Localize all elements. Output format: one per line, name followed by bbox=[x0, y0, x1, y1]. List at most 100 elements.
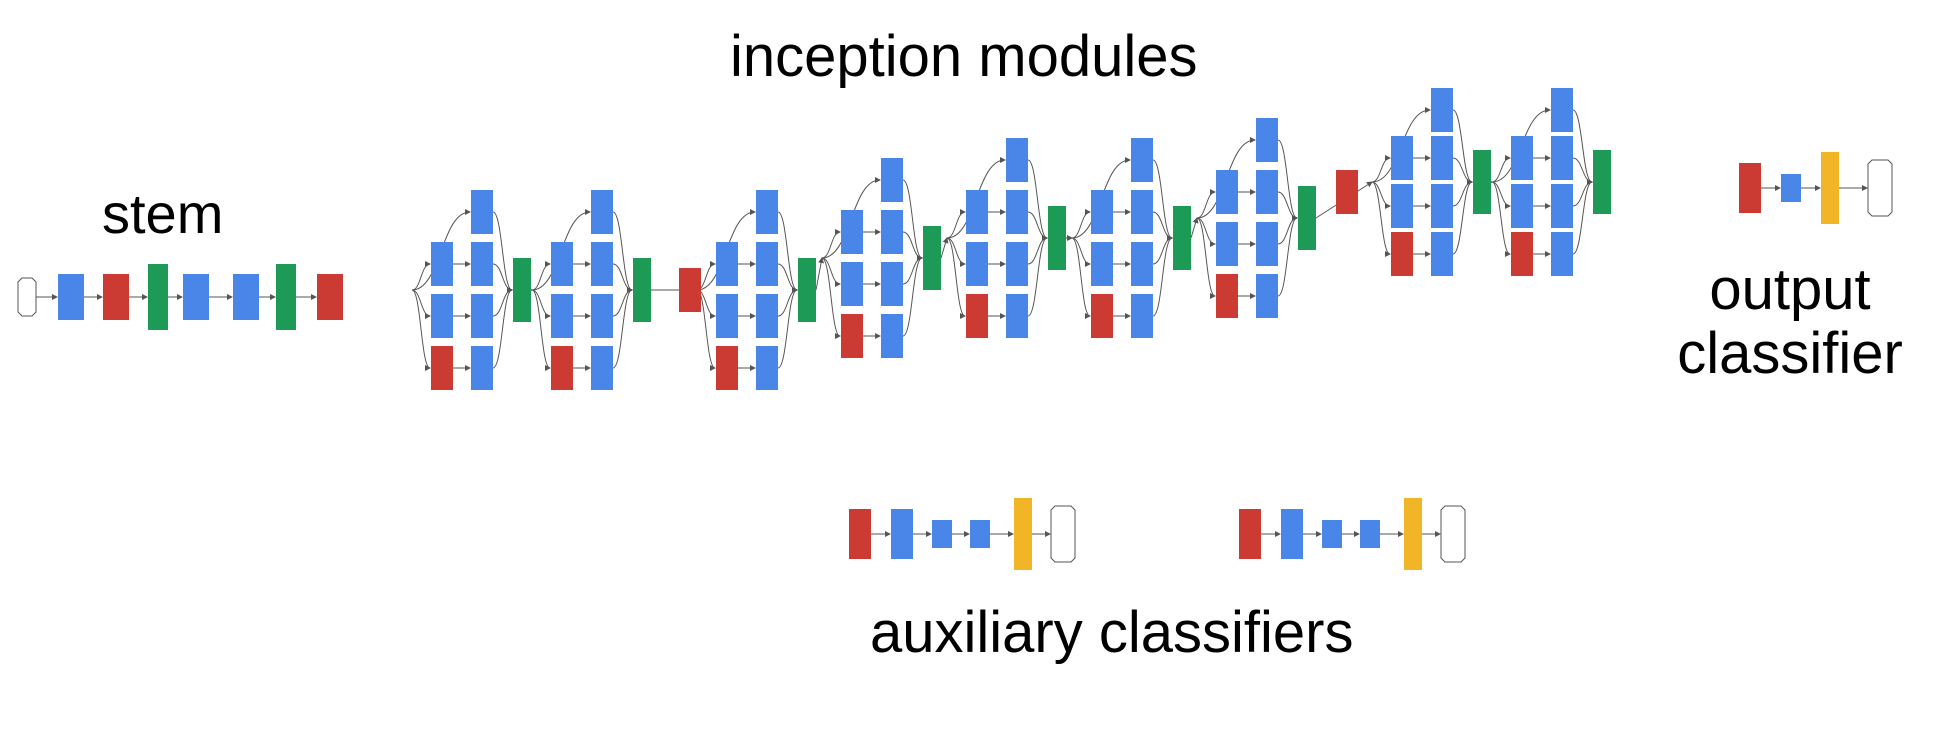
inception-2-conv-5x5-reduce bbox=[551, 294, 573, 338]
inception-1-conv-5x5-reduce bbox=[431, 294, 453, 338]
inception-5-conv-3x3 bbox=[1006, 190, 1028, 234]
inception-5-pool-proj bbox=[1006, 294, 1028, 338]
inception-5-maxpool bbox=[966, 294, 988, 338]
edge bbox=[1491, 155, 1511, 183]
inception-3-pool-proj bbox=[756, 346, 778, 390]
aux-1-fc-node bbox=[970, 520, 990, 548]
output-softmax-node bbox=[1867, 159, 1893, 217]
inception-8-conv-5x5-reduce bbox=[1391, 184, 1413, 228]
diagram-edges bbox=[36, 107, 1868, 537]
inception-3-conv-3x3 bbox=[756, 242, 778, 286]
inception-3-maxpool bbox=[716, 346, 738, 390]
edge bbox=[411, 261, 431, 291]
edge bbox=[777, 263, 798, 293]
edge bbox=[1027, 211, 1048, 241]
edge bbox=[821, 229, 841, 259]
module-link bbox=[1190, 217, 1199, 239]
aux-1-fc-node bbox=[932, 520, 952, 548]
edge bbox=[1027, 235, 1048, 265]
stem-conv-node-4 bbox=[183, 274, 209, 320]
inception-6-conv-5x5-reduce bbox=[1091, 242, 1113, 286]
edge bbox=[492, 287, 513, 317]
stem-norm-node-3 bbox=[148, 264, 168, 330]
edge bbox=[777, 287, 798, 317]
output-fc-node bbox=[1781, 174, 1801, 202]
aux-2-fc-node bbox=[1322, 520, 1342, 548]
inception-8-conv-3x3-reduce bbox=[1391, 136, 1413, 180]
inception-3-conv-3x3-reduce bbox=[716, 242, 738, 286]
inception-8-conv-3x3 bbox=[1431, 136, 1453, 180]
inception-5-conv-5x5-reduce bbox=[966, 242, 988, 286]
aux-2-pool-node bbox=[1239, 509, 1261, 559]
edge bbox=[1152, 235, 1173, 265]
edge bbox=[1152, 235, 1173, 317]
inception-4-conv-5x5-reduce bbox=[841, 262, 863, 306]
output-label-line1: output bbox=[1709, 257, 1871, 322]
aux-2-softmax-activation bbox=[1404, 498, 1422, 570]
module-link bbox=[940, 237, 949, 259]
edge bbox=[1491, 181, 1511, 257]
inception-7-depthconcat bbox=[1298, 186, 1316, 250]
inception-1-depthconcat bbox=[513, 258, 531, 322]
inception-4-depthconcat bbox=[923, 226, 941, 290]
inception-1-conv-3x3-reduce bbox=[431, 242, 453, 286]
edge bbox=[531, 261, 551, 291]
stem-conv-node-5 bbox=[233, 274, 259, 320]
module-link bbox=[815, 257, 825, 291]
inception-4-conv-1x1 bbox=[881, 158, 903, 202]
inception-6-maxpool bbox=[1091, 294, 1113, 338]
inception-4-conv-3x3 bbox=[881, 210, 903, 254]
inception-9-conv-5x5-reduce bbox=[1511, 184, 1533, 228]
edge bbox=[1277, 215, 1298, 245]
edge bbox=[1071, 209, 1091, 239]
edge bbox=[1371, 155, 1391, 183]
edge bbox=[1196, 189, 1216, 219]
edge bbox=[946, 237, 966, 319]
inception-modules-label: inception modules bbox=[730, 24, 1198, 89]
edge bbox=[1572, 179, 1593, 255]
edge bbox=[492, 287, 513, 369]
inception-9-depthconcat bbox=[1593, 150, 1611, 214]
inception-4-conv-5x5 bbox=[881, 262, 903, 306]
inception-3-conv-5x5-reduce bbox=[716, 294, 738, 338]
edge bbox=[902, 255, 923, 285]
inception-7-conv-3x3-reduce bbox=[1216, 170, 1238, 214]
output-pool-node bbox=[1739, 163, 1761, 213]
edge bbox=[1452, 179, 1473, 255]
inception-7-maxpool bbox=[1216, 274, 1238, 318]
stage-maxpool-2 bbox=[1336, 170, 1358, 214]
inception-7-conv-5x5 bbox=[1256, 222, 1278, 266]
inception-2-conv-3x3 bbox=[591, 242, 613, 286]
inception-2-pool-proj bbox=[591, 346, 613, 390]
inception-4-conv-3x3-reduce bbox=[841, 210, 863, 254]
stem-label: stem bbox=[102, 182, 224, 245]
output-label-line2: classifier bbox=[1677, 320, 1903, 386]
inception-3-conv-5x5 bbox=[756, 294, 778, 338]
inception-6-conv-3x3-reduce bbox=[1091, 190, 1113, 234]
output-classifier-label: output classifier bbox=[1660, 258, 1920, 386]
stage-maxpool-1 bbox=[679, 268, 701, 312]
stem-pool-node-2 bbox=[103, 274, 129, 320]
inception-9-conv-5x5 bbox=[1551, 184, 1573, 228]
inception-3-depthconcat bbox=[798, 258, 816, 322]
inception-7-pool-proj bbox=[1256, 274, 1278, 318]
edge bbox=[902, 255, 923, 337]
inception-6-pool-proj bbox=[1131, 294, 1153, 338]
aux-1-softmax-node bbox=[1050, 505, 1076, 563]
inception-1-maxpool bbox=[431, 346, 453, 390]
inception-1-conv-5x5 bbox=[471, 294, 493, 338]
inception-2-conv-3x3-reduce bbox=[551, 242, 573, 286]
inception-2-depthconcat bbox=[633, 258, 651, 322]
inception-5-depthconcat bbox=[1048, 206, 1066, 270]
output-softmax-activation bbox=[1821, 152, 1839, 224]
aux-2-softmax-node bbox=[1440, 505, 1466, 563]
edge bbox=[1371, 181, 1391, 257]
inception-9-conv-3x3 bbox=[1551, 136, 1573, 180]
inception-7-conv-3x3 bbox=[1256, 170, 1278, 214]
inception-6-depthconcat bbox=[1173, 206, 1191, 270]
inception-8-conv-5x5 bbox=[1431, 184, 1453, 228]
inception-5-conv-5x5 bbox=[1006, 242, 1028, 286]
edge bbox=[1277, 191, 1298, 221]
edge bbox=[612, 287, 633, 369]
